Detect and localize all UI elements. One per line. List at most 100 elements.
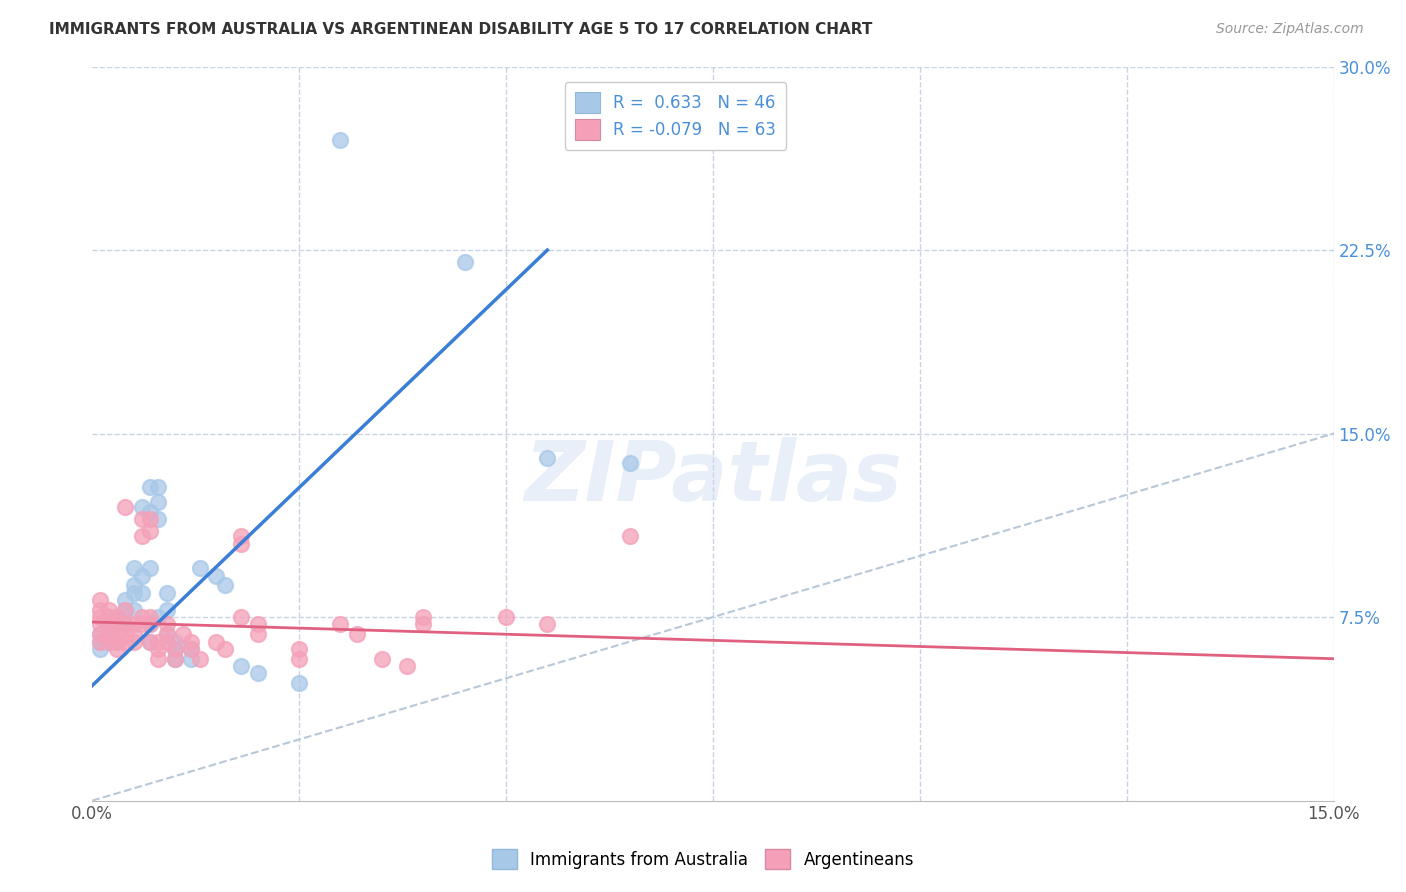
Point [231, 529, 253, 543]
Point [148, 610, 170, 624]
Point [105, 627, 128, 641]
Point [122, 561, 145, 575]
Point [122, 627, 145, 641]
Point [122, 578, 145, 592]
Point [131, 500, 153, 514]
Point [114, 627, 136, 641]
Point [114, 617, 136, 632]
Point [97, 617, 120, 632]
Point [114, 593, 136, 607]
Point [131, 568, 153, 582]
Point [114, 634, 136, 648]
Point [156, 627, 179, 641]
Point [231, 659, 253, 673]
Point [346, 627, 368, 641]
Point [89, 610, 111, 624]
Point [205, 634, 228, 648]
Point [163, 641, 186, 656]
Point [139, 480, 162, 494]
Point [163, 641, 186, 656]
Point [412, 617, 434, 632]
Point [395, 659, 418, 673]
Point [619, 529, 641, 543]
Point [172, 627, 194, 641]
Point [105, 610, 128, 624]
Point [156, 585, 179, 599]
Point [246, 666, 269, 681]
Text: Source: ZipAtlas.com: Source: ZipAtlas.com [1216, 22, 1364, 37]
Point [105, 641, 128, 656]
Point [97, 603, 120, 617]
Legend: Immigrants from Australia, Argentineans: Immigrants from Australia, Argentineans [482, 838, 924, 880]
Point [97, 634, 120, 648]
Point [148, 651, 170, 665]
Point [131, 610, 153, 624]
Legend: R =  0.633   N = 46, R = -0.079   N = 63: R = 0.633 N = 46, R = -0.079 N = 63 [565, 82, 786, 150]
Point [495, 610, 517, 624]
Point [139, 561, 162, 575]
Point [371, 651, 394, 665]
Point [156, 603, 179, 617]
Point [180, 651, 202, 665]
Point [148, 512, 170, 526]
Point [148, 641, 170, 656]
Point [288, 676, 311, 690]
Point [131, 529, 153, 543]
Text: IMMIGRANTS FROM AUSTRALIA VS ARGENTINEAN DISABILITY AGE 5 TO 17 CORRELATION CHAR: IMMIGRANTS FROM AUSTRALIA VS ARGENTINEAN… [49, 22, 873, 37]
Point [105, 617, 128, 632]
Point [105, 634, 128, 648]
Point [536, 617, 558, 632]
Point [89, 603, 111, 617]
Point [139, 505, 162, 519]
Point [148, 480, 170, 494]
Point [288, 641, 311, 656]
Point [139, 617, 162, 632]
Point [139, 634, 162, 648]
Point [180, 641, 202, 656]
Point [412, 610, 434, 624]
Point [89, 634, 111, 648]
Point [131, 617, 153, 632]
Point [122, 617, 145, 632]
Point [156, 617, 179, 632]
Point [97, 627, 120, 641]
Point [214, 641, 236, 656]
Point [122, 603, 145, 617]
Point [231, 610, 253, 624]
Point [89, 593, 111, 607]
Point [139, 512, 162, 526]
Point [131, 585, 153, 599]
Point [139, 524, 162, 539]
Point [536, 451, 558, 466]
Point [97, 610, 120, 624]
Point [205, 568, 228, 582]
Point [89, 627, 111, 641]
Point [246, 617, 269, 632]
Point [188, 651, 211, 665]
Point [89, 617, 111, 632]
Point [105, 634, 128, 648]
Text: ZIPatlas: ZIPatlas [524, 437, 901, 518]
Point [114, 617, 136, 632]
Point [246, 627, 269, 641]
Point [89, 627, 111, 641]
Point [288, 651, 311, 665]
Point [139, 617, 162, 632]
Point [97, 627, 120, 641]
Point [114, 603, 136, 617]
Point [231, 537, 253, 551]
Point [163, 634, 186, 648]
Point [148, 495, 170, 509]
Point [163, 651, 186, 665]
Point [453, 255, 475, 269]
Point [105, 610, 128, 624]
Point [89, 641, 111, 656]
Point [114, 500, 136, 514]
Point [97, 617, 120, 632]
Point [180, 641, 202, 656]
Point [180, 634, 202, 648]
Point [97, 634, 120, 648]
Point [148, 634, 170, 648]
Point [329, 133, 352, 147]
Point [156, 627, 179, 641]
